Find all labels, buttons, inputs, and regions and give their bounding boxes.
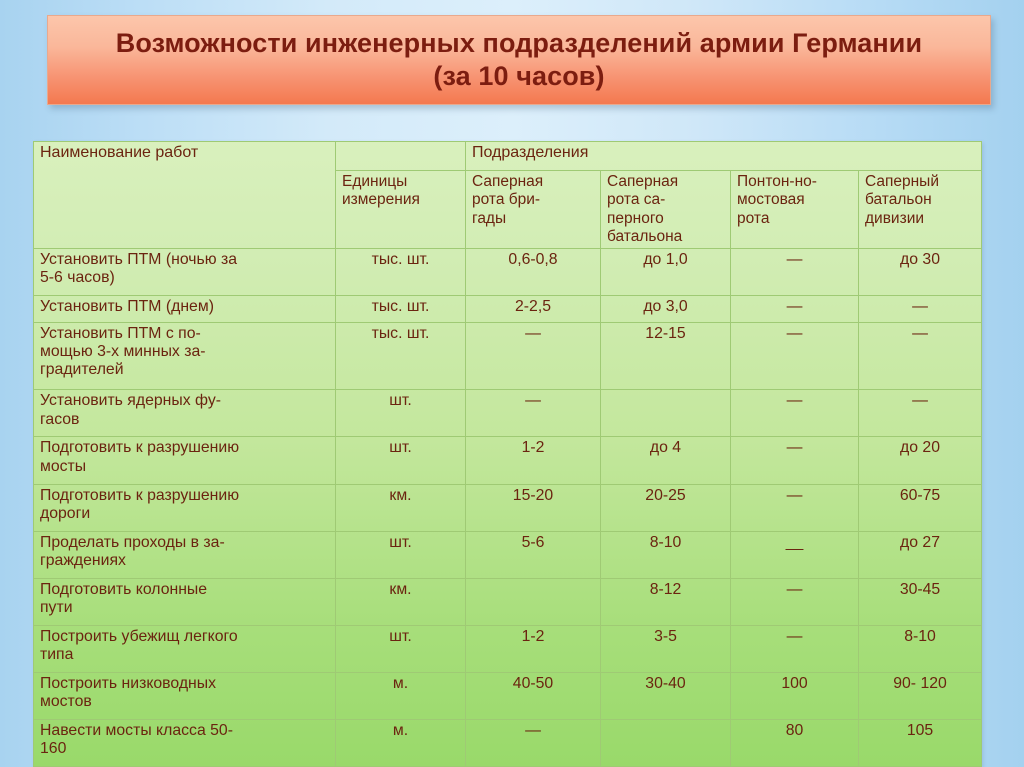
cell-work-name: Установить ПТМ с по- мощью 3-х минных за… <box>33 321 336 391</box>
cell-work-name: Установить ПТМ (ночью за 5-6 часов) <box>33 248 336 297</box>
cell-unit: м. <box>335 718 466 767</box>
cell-unit: тыс. шт. <box>335 321 466 391</box>
header-row-columns: Единицы измерения Саперная рота бри- гад… <box>34 169 983 250</box>
cell-value: — <box>730 248 859 297</box>
cell-value: — <box>465 718 601 767</box>
cell-value: 40-50 <box>465 671 601 720</box>
cell-value: — <box>857 295 983 323</box>
cell-value: до 1,0 <box>600 248 731 297</box>
cell-value: 8-10 <box>600 530 731 579</box>
cell-value: 8-10 <box>857 624 983 673</box>
header-sapper-battalion-division: Саперный батальон дивизии <box>857 169 983 250</box>
cell-work-name: Установить ПТМ (днем) <box>33 295 336 323</box>
cell-unit: шт. <box>335 436 466 485</box>
cell-unit: км. <box>335 483 466 532</box>
cell-work-name: Подготовить к разрушению дороги <box>33 483 336 532</box>
cell-value: __ <box>730 530 859 579</box>
cell-value: — <box>730 389 859 438</box>
table-row: Подготовить колонные пути км. 8-12—30-45 <box>33 577 983 626</box>
header-work-name: Наименование работ <box>33 140 336 250</box>
cell-value <box>600 389 731 438</box>
cell-value: — <box>730 436 859 485</box>
cell-value: 105 <box>857 718 983 767</box>
cell-value: — <box>730 483 859 532</box>
cell-value: 3-5 <box>600 624 731 673</box>
cell-value: до 27 <box>857 530 983 579</box>
table-row: Установить ядерных фу- гасов шт. — — — <box>33 389 983 438</box>
cell-value: 2-2,5 <box>465 295 601 323</box>
table-row: Построить убежищ легкого типа шт. 1-2 3-5—8… <box>33 624 983 673</box>
cell-unit: шт. <box>335 624 466 673</box>
cell-value: 30-40 <box>600 671 731 720</box>
cell-unit: км. <box>335 577 466 626</box>
cell-value <box>600 718 731 767</box>
cell-value: до 30 <box>857 248 983 297</box>
cell-unit: шт. <box>335 389 466 438</box>
cell-work-name: Навести мосты класса 50- 160 <box>33 718 336 767</box>
header-subdivisions: Подразделения <box>464 141 983 171</box>
table-row: Навести мосты класса 50- 160 м. — 80 105 <box>33 718 983 767</box>
cell-value: до 4 <box>600 436 731 485</box>
cell-work-name: Подготовить к разрушению мосты <box>33 436 336 485</box>
cell-value: 1-2 <box>465 624 601 673</box>
cell-value: 30-45 <box>857 577 983 626</box>
cell-value <box>465 577 601 626</box>
cell-value: — <box>857 321 983 391</box>
cell-value: 12-15 <box>600 321 731 391</box>
table-row: Установить ПТМ (ночью за 5-6 часов) тыс. … <box>33 248 983 297</box>
cell-value: — <box>730 624 859 673</box>
table-row: Проделать проходы в за- граждениях шт. 5-6… <box>33 530 983 579</box>
cell-work-name: Подготовить колонные пути <box>33 577 336 626</box>
cell-work-name: Построить убежищ легкого типа <box>33 624 336 673</box>
cell-work-name: Установить ядерных фу- гасов <box>33 389 336 438</box>
cell-unit: шт. <box>335 530 466 579</box>
table-row: Построить низководных мостов м. 40-50 30-40… <box>33 671 983 720</box>
cell-value: до 20 <box>857 436 983 485</box>
cell-value: 1-2 <box>465 436 601 485</box>
cell-work-name: Построить низководных мостов <box>33 671 336 720</box>
cell-value: 60-75 <box>857 483 983 532</box>
header-units: Единицы измерения <box>335 169 466 250</box>
title-banner: Возможности инженерных подразделений арм… <box>47 15 991 105</box>
cell-value: — <box>857 389 983 438</box>
cell-value: — <box>465 389 601 438</box>
capabilities-table: Наименование работ Подразделения Единицы… <box>33 140 983 767</box>
cell-value: 8-12 <box>600 577 731 626</box>
capabilities-table-container: Наименование работ Подразделения Единицы… <box>33 140 983 767</box>
table-row: Подготовить к разрушению мосты шт. 1-2 до 4… <box>33 436 983 485</box>
table-row: Установить ПТМ с по- мощью 3-х минных за… <box>33 321 983 391</box>
table-row: Подготовить к разрушению дороги км. 15-20 2… <box>33 483 983 532</box>
table-head: Наименование работ Подразделения Единицы… <box>33 140 983 250</box>
header-sapper-company-brigade: Саперная рота бри- гады <box>465 169 601 250</box>
cell-value: — <box>730 295 859 323</box>
cell-unit: тыс. шт. <box>335 295 466 323</box>
cell-unit: тыс. шт. <box>335 248 466 297</box>
cell-value: 100 <box>730 671 859 720</box>
cell-work-name: Проделать проходы в за- граждениях <box>33 530 336 579</box>
page-title: Возможности инженерных подразделений арм… <box>115 28 923 91</box>
table-row: Установить ПТМ (днем) тыс. шт. 2-2,5 до 3,0… <box>33 295 983 323</box>
cell-value: — <box>730 577 859 626</box>
table-body: Установить ПТМ (ночью за 5-6 часов) тыс. … <box>33 248 983 767</box>
cell-value: 15-20 <box>465 483 601 532</box>
header-units-spacer <box>335 141 466 171</box>
header-row-group: Наименование работ Подразделения <box>33 140 983 250</box>
cell-value: 5-6 <box>465 530 601 579</box>
cell-value: 80 <box>730 718 859 767</box>
header-pontoon-bridge-company: Понтон-но- мостовая рота <box>730 169 859 250</box>
cell-value: — <box>730 321 859 391</box>
cell-value: 90- 120 <box>857 671 983 720</box>
cell-value: 0,6-0,8 <box>465 248 601 297</box>
cell-value: 20-25 <box>600 483 731 532</box>
header-sapper-company-battalion: Саперная рота са- перного батальона <box>600 169 731 250</box>
cell-value: — <box>465 321 601 391</box>
cell-value: до 3,0 <box>600 295 731 323</box>
cell-unit: м. <box>335 671 466 720</box>
